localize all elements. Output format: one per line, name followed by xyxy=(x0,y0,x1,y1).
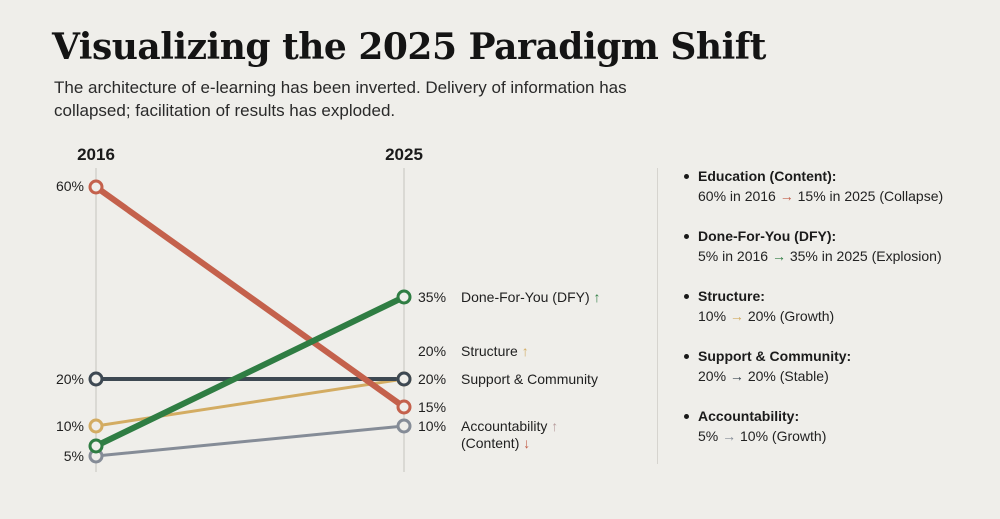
left-value-label: 5% xyxy=(64,448,84,464)
legend-item-title: Structure: xyxy=(698,288,765,304)
arrow-right-icon: → xyxy=(729,368,744,384)
left-value-label: 10% xyxy=(56,418,84,434)
right-value-label: 20% xyxy=(418,371,446,387)
point-education-content-2016 xyxy=(88,179,104,195)
legend-to: 10% (Growth) xyxy=(740,428,827,444)
arrow-right-icon: → xyxy=(779,188,794,204)
series-name-label: Accountability ↑ xyxy=(461,418,558,434)
left-value-label: 20% xyxy=(56,371,84,387)
legend-to: 35% in 2025 (Explosion) xyxy=(789,248,942,264)
arrow-right-icon: → xyxy=(771,248,786,264)
series-line-accountability xyxy=(94,424,406,458)
legend-item-title: Accountability: xyxy=(698,408,800,424)
arrow-right-icon: → xyxy=(722,428,737,444)
legend-item-title: Support & Community: xyxy=(698,348,852,364)
series-line-done-for-you-dfy xyxy=(93,294,407,449)
page-subtitle: The architecture of e-learning has been … xyxy=(54,78,627,120)
page-title: Visualizing the 2025 Paradigm Shift xyxy=(52,26,766,68)
arrow-down-icon: ↓ xyxy=(523,435,530,451)
legend-to: 20% (Growth) xyxy=(747,308,835,324)
legend-item-support: Support & Community: 20% → 20% (Stable) xyxy=(684,347,994,386)
point-education-content-2025 xyxy=(396,399,412,415)
legend-from: 20% xyxy=(698,368,727,384)
right-value-label: 15% xyxy=(418,399,446,415)
series-line-education-content xyxy=(93,184,407,410)
arrow-up-icon: ↑ xyxy=(594,289,601,305)
legend-item-title: Done-For-You (DFY): xyxy=(698,228,837,244)
right-value-label: 20% xyxy=(418,343,446,359)
arrow-right-icon: → xyxy=(729,308,744,324)
right-value-label: 35% xyxy=(418,289,446,305)
legend-from: 10% xyxy=(698,308,727,324)
legend-divider xyxy=(657,168,658,464)
legend-from: 60% in 2016 xyxy=(698,188,776,204)
series-line-structure xyxy=(94,377,406,428)
legend-from: 5% xyxy=(698,428,719,444)
legend-item-accountability: Accountability: 5% → 10% (Growth) xyxy=(684,407,994,446)
point-accountability-2025 xyxy=(396,418,412,434)
series-name-label: Structure ↑ xyxy=(461,343,529,359)
legend-item-dfy: Done-For-You (DFY): 5% in 2016 → 35% in … xyxy=(684,227,994,266)
legend-from: 5% in 2016 xyxy=(698,248,769,264)
legend-item-structure: Structure: 10% → 20% (Growth) xyxy=(684,287,994,326)
point-done-for-you-dfy-2025 xyxy=(396,289,412,305)
series-name-label: Done-For-You (DFY) ↑ xyxy=(461,289,601,305)
legend-item-education: Education (Content): 60% in 2016 → 15% i… xyxy=(684,167,994,206)
right-value-label: 10% xyxy=(418,418,446,434)
left-value-label: 60% xyxy=(56,178,84,194)
point-support-community-2016 xyxy=(88,371,104,387)
x-label-2016: 2016 xyxy=(77,145,115,164)
arrow-up-icon: ↑ xyxy=(551,418,558,434)
point-support-community-2025 xyxy=(396,371,412,387)
legend-to: 15% in 2025 (Collapse) xyxy=(797,188,944,204)
legend-to: 20% (Stable) xyxy=(747,368,829,384)
arrow-up-icon: ↑ xyxy=(522,343,529,359)
series-name-label: Support & Community xyxy=(461,371,598,387)
legend-item-title: Education (Content): xyxy=(698,168,837,184)
legend: Education (Content): 60% in 2016 → 15% i… xyxy=(684,167,994,467)
series-name-label-line2: (Content) ↓ xyxy=(461,435,530,451)
point-done-for-you-dfy-2016 xyxy=(88,438,104,454)
x-label-2025: 2025 xyxy=(385,145,423,164)
point-structure-2016 xyxy=(88,418,104,434)
